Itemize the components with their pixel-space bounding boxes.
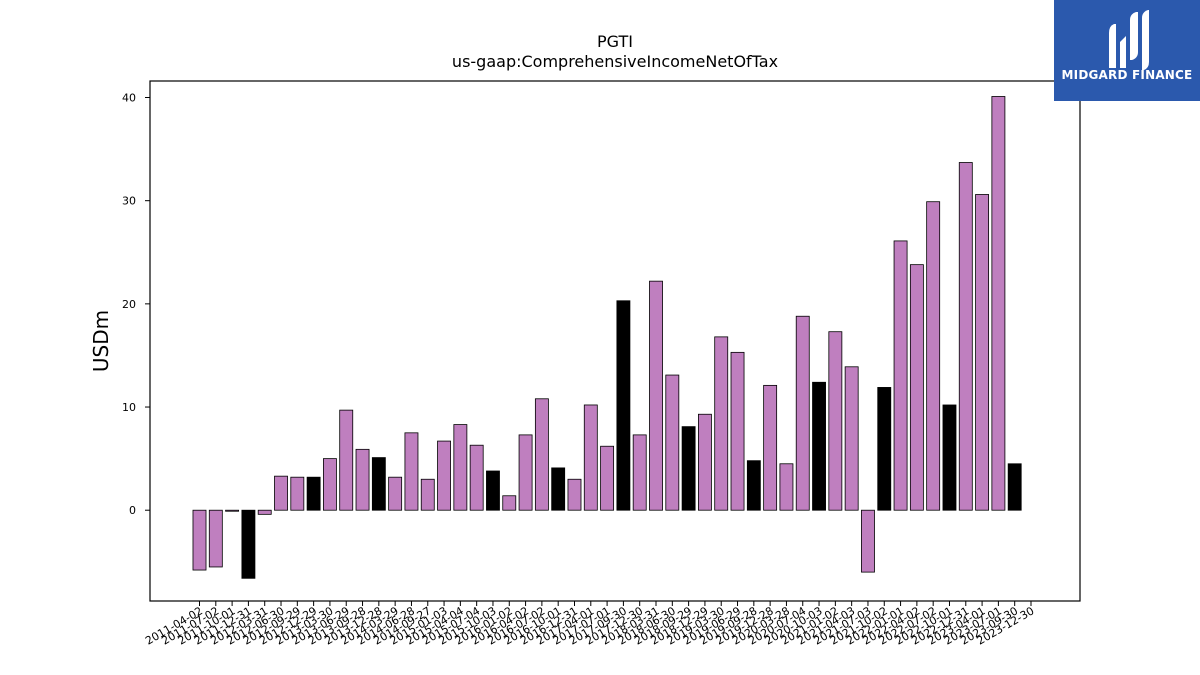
bar: [828, 331, 843, 511]
bar: [437, 440, 451, 511]
bar: [306, 476, 321, 511]
bar: [583, 404, 598, 511]
y-axis: 0 10 20 30 40: [122, 92, 150, 517]
bar: [958, 162, 973, 511]
bar: [567, 478, 582, 511]
bar: [192, 509, 207, 571]
y-tick-label: 30: [122, 195, 136, 208]
bar: [812, 381, 826, 511]
plot-frame: [149, 80, 1081, 602]
logo-mark-icon: [1109, 10, 1149, 70]
bar: [665, 374, 680, 511]
bar: [502, 495, 517, 511]
bar: [388, 476, 403, 511]
bar: [518, 434, 533, 511]
bar: [991, 96, 1006, 511]
bars-layer: [192, 96, 1022, 579]
y-tick-label: 0: [129, 504, 136, 517]
bar: [600, 445, 615, 511]
y-tick-label: 20: [122, 298, 136, 311]
bar: [975, 194, 990, 511]
bar: [714, 336, 729, 511]
bar: [877, 387, 892, 511]
bar: [257, 509, 272, 515]
bar: [551, 467, 566, 511]
bar: [942, 404, 957, 511]
bar: [355, 448, 370, 511]
bar: [795, 315, 810, 511]
bar: [453, 424, 468, 511]
chart-title: PGTI: [597, 32, 633, 51]
bar: [371, 457, 386, 511]
y-tick-label: 10: [122, 401, 136, 414]
bar: [323, 458, 337, 511]
bar: [534, 398, 549, 511]
bar: [1007, 463, 1022, 511]
bar: [649, 280, 663, 511]
bar: [420, 478, 435, 511]
bar: [616, 300, 631, 511]
bar: [909, 264, 924, 511]
bar: [861, 509, 875, 573]
bar: [844, 366, 859, 511]
bar: [404, 432, 419, 511]
bar: [926, 201, 941, 511]
bar: [290, 476, 305, 511]
bar: [746, 460, 761, 511]
bar: [730, 351, 745, 511]
logo-text: MIDGARD FINANCE: [1061, 68, 1193, 82]
bar: [241, 509, 256, 579]
bar: [208, 509, 223, 568]
brand-logo: MIDGARD FINANCE: [1054, 0, 1200, 101]
bar: [632, 434, 647, 511]
y-tick-label: 40: [122, 92, 136, 105]
bar: [274, 475, 288, 511]
bar: [698, 413, 712, 511]
bar: [469, 444, 484, 511]
y-axis-label: USDm: [89, 310, 113, 372]
bar: [763, 384, 778, 511]
x-axis: 2011-04-022011-07-022011-10-012011-12-31…: [143, 601, 1037, 648]
bar: [486, 470, 500, 511]
chart-subtitle: us-gaap:ComprehensiveIncomeNetOfTax: [451, 52, 779, 71]
bar: [339, 409, 354, 511]
bar: [225, 509, 240, 512]
bar: [893, 240, 908, 511]
bar: [681, 426, 696, 511]
bar: [779, 463, 794, 511]
